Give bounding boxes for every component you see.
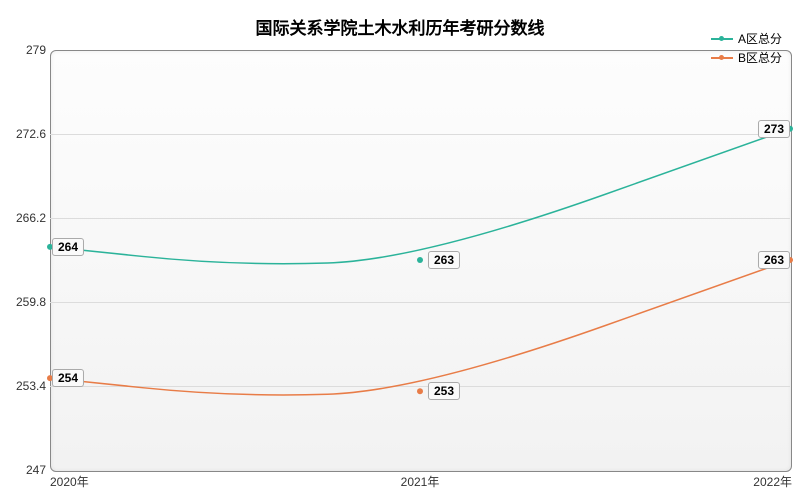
legend: A区总分 B区总分: [711, 30, 782, 68]
y-tick-label: 272.6: [10, 127, 46, 141]
x-tick-label: 2022年: [753, 473, 792, 490]
legend-item: A区总分: [711, 30, 782, 47]
series-line: [50, 129, 790, 264]
chart-title: 国际关系学院土木水利历年考研分数线: [0, 14, 800, 39]
y-tick-label: 266.2: [10, 211, 46, 225]
y-tick-label: 259.8: [10, 295, 46, 309]
legend-marker: [719, 36, 724, 41]
y-tick-label: 253.4: [10, 379, 46, 393]
chart-container: 国际关系学院土木水利历年考研分数线 247 253.4 259.8 266.2 272.…: [0, 0, 800, 500]
data-label: 253: [428, 382, 460, 400]
legend-swatch: [711, 57, 733, 59]
data-label: 264: [52, 238, 84, 256]
legend-swatch: [711, 38, 733, 40]
data-label: 263: [428, 251, 460, 269]
legend-marker: [719, 55, 724, 60]
y-tick-label: 279: [10, 43, 46, 57]
series-line: [50, 260, 790, 395]
series-marker: [417, 257, 423, 263]
series-marker: [417, 388, 423, 394]
y-tick-label: 247: [10, 463, 46, 477]
x-tick-label: 2021年: [401, 473, 440, 490]
x-tick-label: 2020年: [50, 473, 89, 490]
legend-item: B区总分: [711, 49, 782, 66]
legend-label: A区总分: [738, 30, 782, 47]
data-label: 263: [758, 251, 790, 269]
data-label: 254: [52, 369, 84, 387]
data-label: 273: [758, 120, 790, 138]
legend-label: B区总分: [738, 49, 782, 66]
chart-lines-svg: [50, 50, 790, 470]
